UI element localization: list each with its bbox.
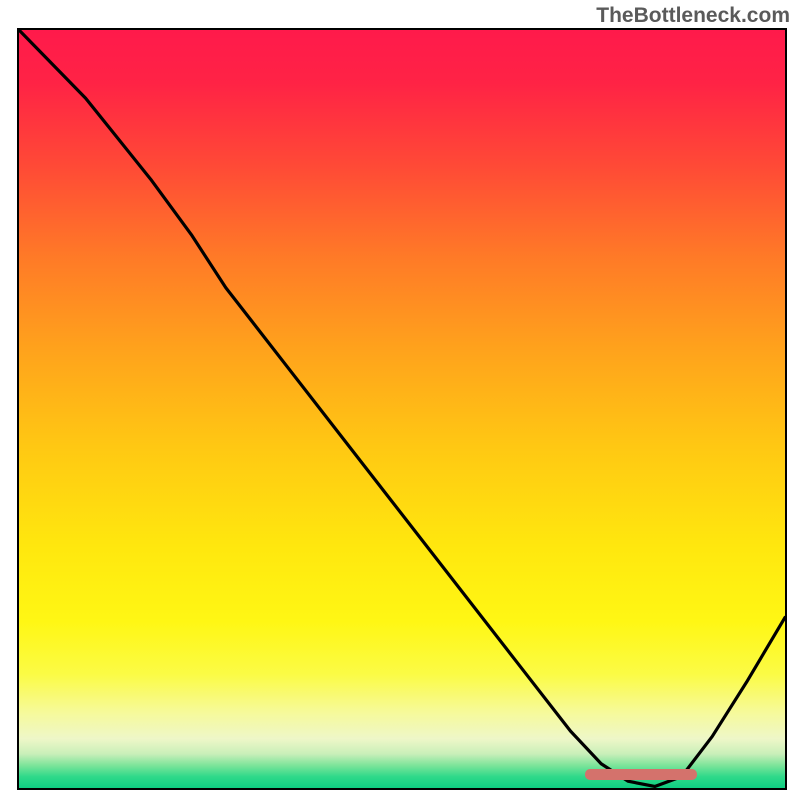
minimum-marker: [585, 769, 697, 780]
chart-container: TheBottleneck.com: [0, 0, 800, 800]
curve-path: [19, 30, 785, 786]
plot-area: [17, 28, 787, 790]
curve-line: [19, 30, 785, 788]
watermark-text: TheBottleneck.com: [596, 4, 790, 28]
